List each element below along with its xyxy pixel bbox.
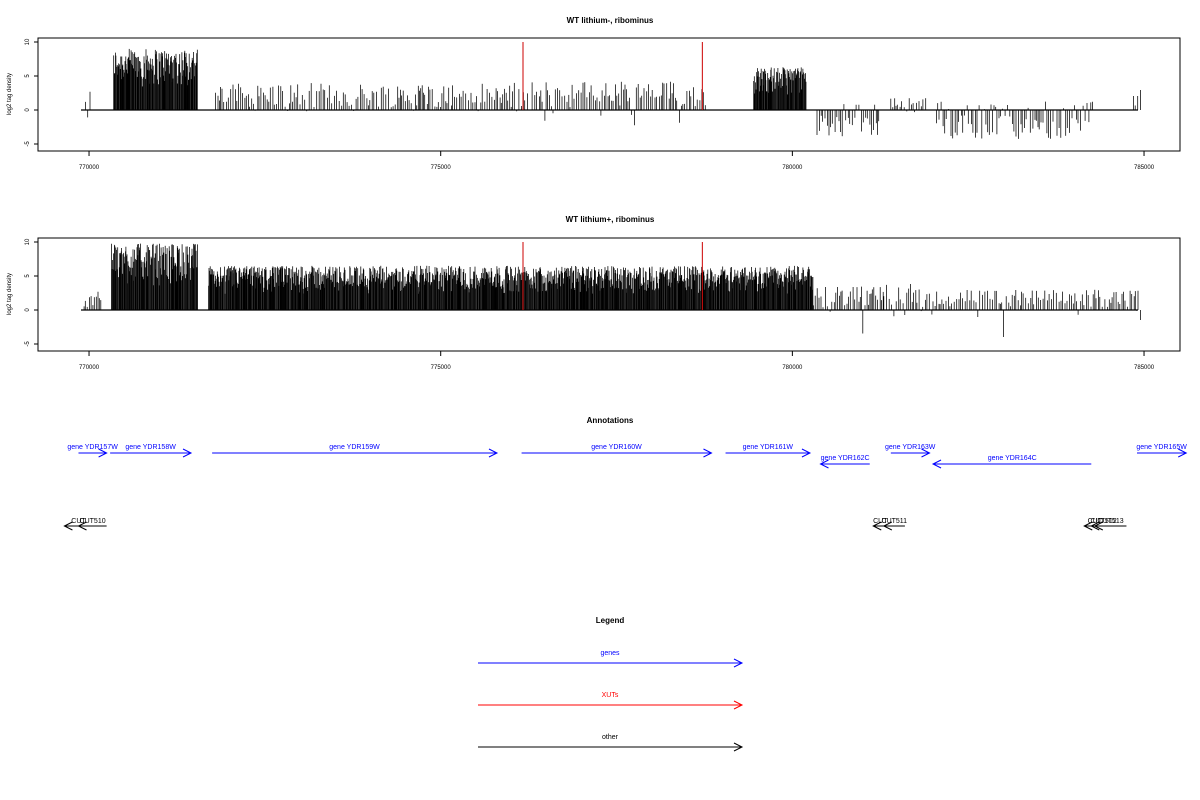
other-label: CUT — [873, 518, 888, 525]
y-axis-label: log2 tag density — [7, 273, 13, 315]
gene-label: gene YDR160W — [591, 444, 642, 451]
panel-title: WT lithium+, ribominus — [566, 215, 655, 224]
x-tick-label: 780000 — [782, 165, 803, 171]
y-tick-label: 0 — [25, 108, 31, 112]
x-tick-label: 780000 — [782, 365, 803, 371]
other-arrow — [882, 521, 905, 531]
legend-arrow — [478, 742, 744, 752]
gene-arrow — [78, 448, 108, 458]
gene-label: gene YDR162C — [821, 455, 870, 462]
other-arrow — [77, 521, 107, 531]
coverage-bars — [81, 242, 1141, 337]
x-tick-label: 775000 — [431, 165, 452, 171]
other-label: CUT513 — [1098, 518, 1124, 525]
gene-label: gene YDR158W — [125, 444, 176, 451]
gene-arrow — [725, 448, 812, 458]
gene-arrow — [1137, 448, 1188, 458]
y-tick-label: 10 — [25, 38, 31, 45]
gene-label: gene YDR159W — [329, 444, 380, 451]
x-tick-label: 785000 — [1134, 365, 1155, 371]
legend-arrow — [478, 700, 744, 710]
legend: Legend genes XUTs other — [478, 616, 744, 752]
gene-label: gene YDR165W — [1136, 444, 1187, 451]
y-tick-label: -5 — [25, 341, 31, 347]
other-label: CUT511 — [882, 518, 908, 525]
y-tick-label: 5 — [25, 74, 31, 78]
gene-arrow — [890, 448, 931, 458]
gene-arrow — [521, 448, 713, 458]
gene-arrow — [212, 448, 499, 458]
gene-label: gene YDR164C — [988, 455, 1037, 462]
legend-label: genes — [600, 650, 620, 657]
gene-label: gene YDR157W — [67, 444, 118, 451]
panel-title: WT lithium-, ribominus — [567, 16, 654, 25]
other-label: CUT — [1088, 518, 1103, 525]
gene-label: gene YDR161W — [743, 444, 794, 451]
panel-wt-lithium-plus: WT lithium+, ribominus log2 tag density … — [7, 215, 1181, 371]
legend-title: Legend — [596, 616, 625, 625]
annotations-title: Annotations — [587, 416, 634, 425]
x-tick-label: 770000 — [79, 165, 100, 171]
coverage-bars — [81, 42, 1141, 139]
other-label: CUT512 — [1091, 518, 1117, 525]
plot-frame — [37, 37, 1181, 152]
gene-arrow — [110, 448, 193, 458]
gene-label: gene YDR163W — [885, 444, 936, 451]
annotations-track: Annotations gene YDR157W gene YDR158W gene… — [63, 416, 1188, 531]
y-tick-label: 0 — [25, 308, 31, 312]
legend-arrow — [478, 658, 744, 668]
x-tick-label: 775000 — [431, 365, 452, 371]
other-arrow — [1093, 521, 1127, 531]
x-tick-label: 770000 — [79, 365, 100, 371]
panel-wt-lithium-minus: WT lithium-, ribominus log2 tag density … — [7, 16, 1181, 171]
y-tick-label: -5 — [25, 141, 31, 147]
legend-label: XUTs — [602, 692, 619, 699]
other-label: CUT — [71, 518, 86, 525]
gene-arrow — [819, 459, 870, 469]
gene-arrow — [931, 459, 1092, 469]
y-tick-label: 5 — [25, 274, 31, 278]
plot-frame — [37, 237, 1181, 352]
legend-label: other — [602, 734, 619, 741]
y-axis-label: log2 tag density — [7, 73, 13, 115]
x-tick-label: 785000 — [1134, 165, 1155, 171]
other-label: CUT510 — [80, 518, 106, 525]
y-tick-label: 10 — [25, 238, 31, 245]
